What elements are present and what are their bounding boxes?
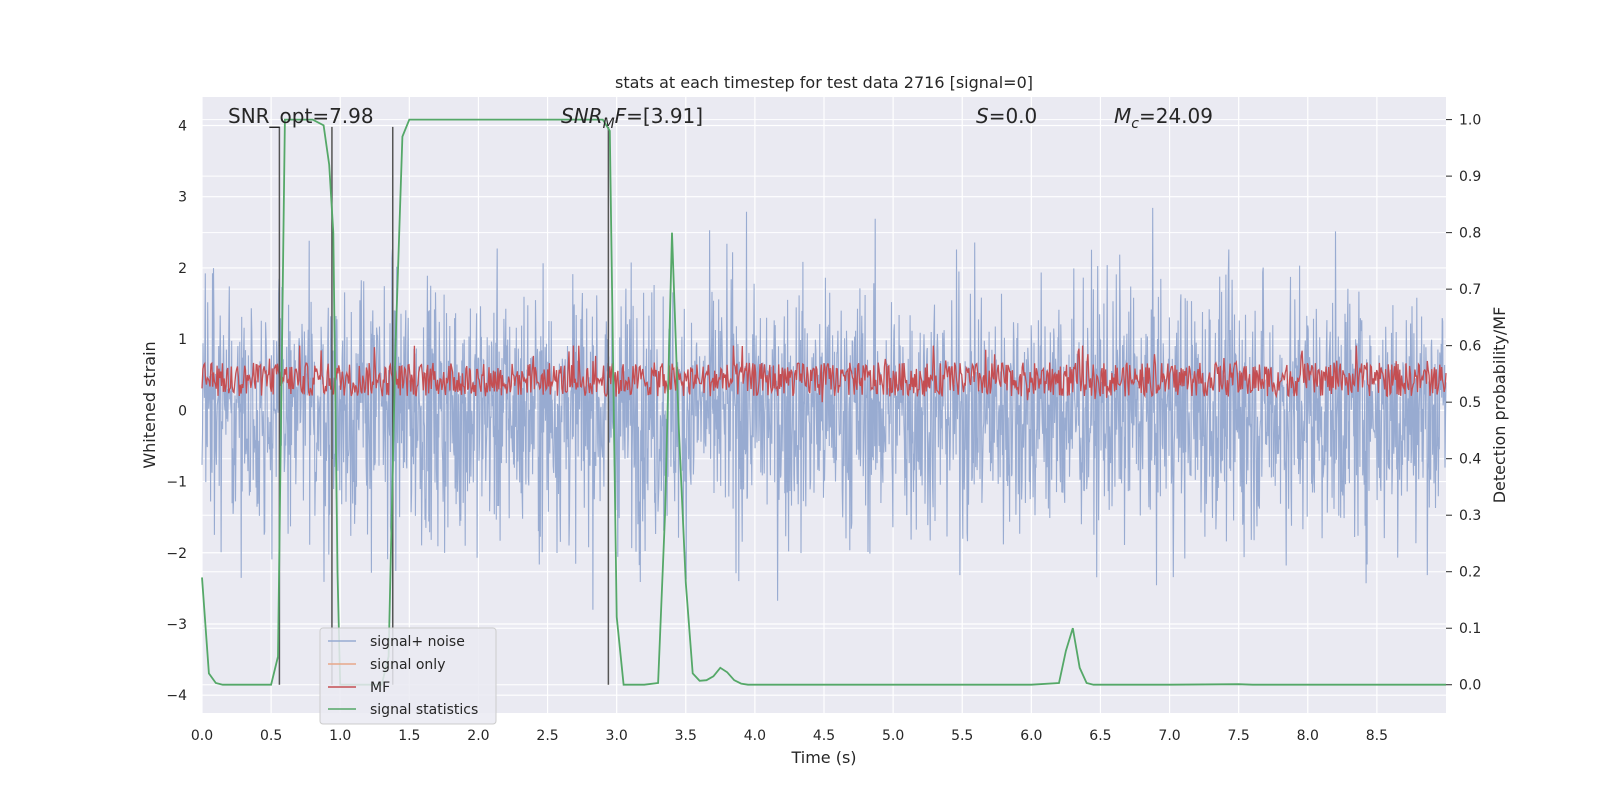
x-tick-label: 5.5 [951,728,973,744]
x-tick-label: 6.5 [1089,728,1111,744]
mc-value: =24.09 [1139,104,1213,128]
snr-mf-prefix: SNR [561,104,603,128]
legend-box [319,627,497,725]
mc-sub: c [1131,116,1139,132]
signal-plus-noise-line [201,207,1447,610]
y-tick-label: 1 [178,332,187,348]
x-tick-label: 2.0 [467,728,489,744]
y-tick-label: 3 [178,190,187,206]
x-tick-label: 7.5 [1228,728,1250,744]
x-tick-label: 0.5 [260,728,282,744]
s-value: =0.0 [989,104,1038,128]
legend: signal+ noise signal only MF signal stat… [319,627,497,725]
s-annotation: S=0.0 [976,104,1037,128]
y-right-tick-label: 0.6 [1459,339,1481,355]
y-tick-label: 4 [178,118,187,134]
y-right-tick-label: 0.5 [1459,395,1481,411]
x-tick-label: 7.0 [1158,728,1180,744]
x-tick-label: 3.0 [606,728,628,744]
x-tick-label: 4.0 [744,728,766,744]
snr-mf-value: =[3.91] [626,104,703,128]
y-right-tick-label: 0.9 [1459,169,1481,185]
y-tick-label: −1 [166,475,187,491]
y-right-tick-label: 1.0 [1459,113,1481,129]
x-tick-label: 3.5 [675,728,697,744]
y-tick-label: −4 [166,688,187,704]
mf-series [201,345,1447,403]
y-right-tick-label: 0.0 [1459,678,1481,694]
x-tick-labels: 0.0 0.5 1.0 1.5 2.0 2.5 3.0 3.5 4.0 4.5 5.0 5.5 6.0 6… [191,728,1388,744]
signal-statistics-line [201,118,1446,686]
chart-title: stats at each timestep for test data 271… [615,73,1033,92]
x-tick-label: 4.5 [813,728,835,744]
x-tick-label: 8.5 [1366,728,1388,744]
y-right-tick-label: 0.3 [1459,508,1481,524]
y-tick-label: 2 [178,261,187,277]
x-tick-label: 8.0 [1297,728,1319,744]
y-right-tick-label: 0.7 [1459,282,1481,298]
snr-mf-f: F [615,104,627,128]
mc-label: M [1114,104,1131,128]
svg-text:SNRMF=[3.91]: SNRMF=[3.91] [561,104,703,132]
x-tick-label: 2.5 [536,728,558,744]
legend-label-mf: MF [370,680,390,696]
x-axis-label: Time (s) [790,748,856,767]
signal-plus-noise-series [201,207,1447,610]
y-right-tick-label: 0.2 [1459,565,1481,581]
x-tick-label: 6.0 [1020,728,1042,744]
x-tick-label: 5.0 [882,728,904,744]
y-tick-label: 0 [178,403,187,419]
svg-text:Mc=24.09: Mc=24.09 [1114,104,1213,132]
mc-annotation: Mc=24.09 [1114,104,1213,132]
y-right-axis-label: Detection probability/MF [1490,307,1509,504]
y-tick-label: −2 [166,546,187,562]
y-tick-labels: −4 −3 −2 −1 0 1 2 3 4 [166,118,187,704]
svg-text:S=0.0: S=0.0 [976,104,1037,128]
y-tick-label: −3 [166,617,187,633]
x-tick-label: 1.5 [398,728,420,744]
y-right-tick-label: 0.8 [1459,226,1481,242]
legend-label-signal-statistics: signal statistics [370,702,478,718]
legend-label-signal-noise: signal+ noise [370,634,465,650]
snr-mf-annotation: SNRMF=[3.91] [561,104,703,132]
vertical-markers [278,126,610,685]
y-right-tick-label: 0.1 [1459,621,1481,637]
y-right-tick-labels: 0.0 0.1 0.2 0.3 0.4 0.5 0.6 0.7 0.8 0.9 1.0 [1446,113,1481,694]
y-axis-label: Whitened strain [140,341,159,468]
x-tick-label: 1.0 [329,728,351,744]
legend-label-signal-only: signal only [370,657,445,673]
x-tick-label: 0.0 [191,728,213,744]
snr-opt-annotation: SNR_opt=7.98 [228,104,374,128]
signal-statistics-series [201,118,1446,686]
mf-line [201,345,1447,403]
s-label: S [976,104,989,128]
y-right-tick-label: 0.4 [1459,452,1481,468]
snr-mf-sub: M [603,116,615,132]
